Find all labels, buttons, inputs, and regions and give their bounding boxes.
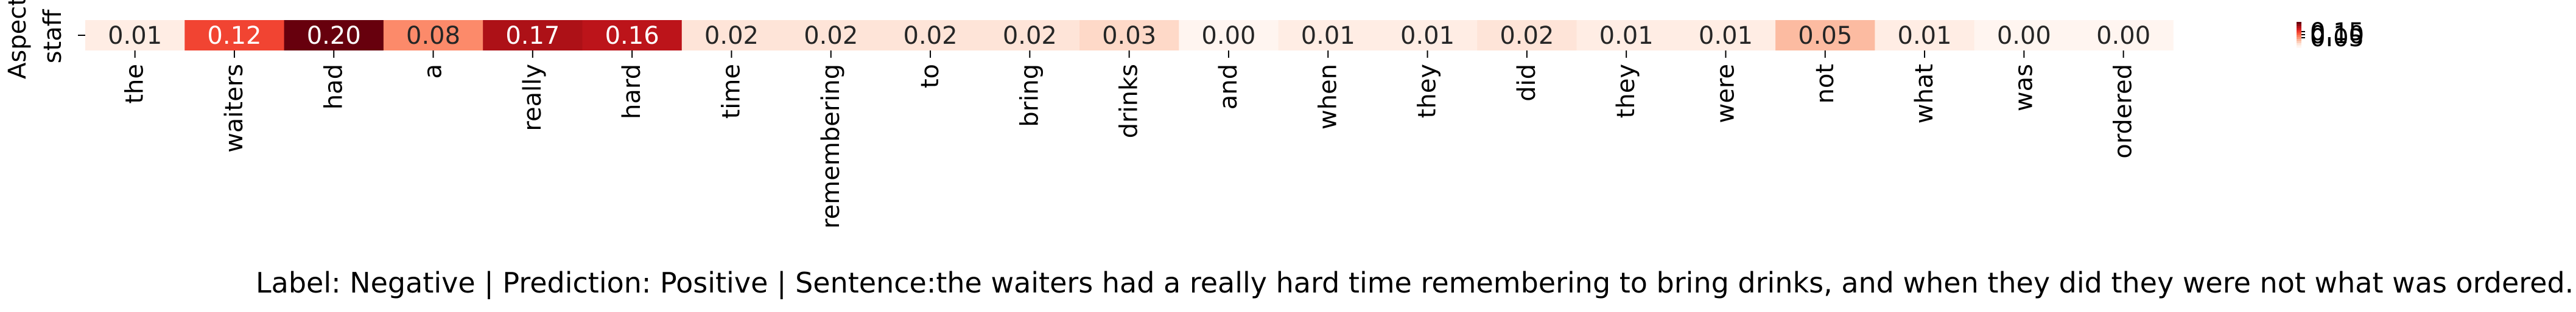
- x-tick-label: really: [519, 64, 547, 131]
- colorbar-segment: [2297, 30, 2301, 33]
- cell-value-label: 0.01: [108, 22, 162, 50]
- heatmap-cell: [383, 20, 483, 50]
- cell-value-label: 0.02: [804, 22, 858, 50]
- heatmap-cell: [483, 20, 583, 50]
- x-tick-label: remembering: [817, 64, 845, 229]
- heatmap-cell: [1576, 20, 1677, 50]
- heatmap-cell: [582, 20, 683, 50]
- heatmap-cell: [1676, 20, 1776, 50]
- heatmap-cell: [781, 20, 881, 50]
- colorbar-tick-label: 0.10: [2310, 21, 2364, 49]
- heatmap-cell: [1775, 20, 1875, 50]
- x-tick-label: was: [2010, 64, 2038, 111]
- x-tick-label: to: [916, 64, 944, 88]
- x-tick-label: the: [121, 64, 149, 104]
- colorbar-segment: [2297, 32, 2301, 35]
- heatmap-cell: [85, 20, 185, 50]
- colorbar-segment: [2297, 26, 2301, 29]
- cell-value-label: 0.00: [2096, 22, 2150, 50]
- cell-value-label: 0.01: [1400, 22, 1455, 50]
- colorbar-segment: [2297, 43, 2301, 46]
- heatmap-cell: [1477, 20, 1578, 50]
- cell-value-label: 0.16: [605, 22, 659, 50]
- heatmap-cell: [1974, 20, 2074, 50]
- heatmap-cell: [1377, 20, 1478, 50]
- cell-value-label: 0.01: [1599, 22, 1654, 50]
- x-tick-label: were: [1711, 64, 1739, 123]
- colorbar-segment: [2297, 39, 2301, 41]
- colorbar-segment: [2297, 24, 2301, 27]
- x-tick-label: time: [717, 64, 745, 119]
- heatmap-cell: [880, 20, 981, 50]
- colorbar-segment: [2297, 41, 2301, 44]
- cell-value-label: 0.12: [207, 22, 261, 50]
- x-tick-label: they: [1612, 64, 1640, 118]
- x-tick-label: hard: [618, 64, 646, 119]
- x-tick-label: not: [1811, 64, 1839, 104]
- heatmap-cell: [184, 20, 285, 50]
- x-tick-label: a: [419, 64, 447, 79]
- colorbar-tick-label: 0.05: [2310, 24, 2364, 52]
- cell-value-label: 0.02: [704, 22, 759, 50]
- x-tick-label: when: [1314, 64, 1342, 130]
- cell-value-label: 0.02: [1003, 22, 1057, 50]
- x-tick-label: drinks: [1115, 64, 1143, 138]
- colorbar-tick-label: 0.15: [2310, 18, 2364, 46]
- cell-value-label: 0.02: [1500, 22, 1554, 50]
- heatmap-cell: [681, 20, 782, 50]
- cell-value-label: 0.03: [1102, 22, 1156, 50]
- heatmap-cell: [2074, 20, 2174, 50]
- heatmap-cell: [284, 20, 384, 50]
- cell-value-label: 0.00: [1997, 22, 2051, 50]
- y-tick-label: staff: [39, 9, 67, 63]
- colorbar-segment: [2297, 28, 2301, 31]
- x-tick-label: and: [1215, 64, 1243, 109]
- x-tick-label: waiters: [220, 64, 248, 153]
- chart-caption: Label: Negative | Prediction: Positive |…: [256, 266, 2574, 299]
- cell-value-label: 0.01: [1898, 22, 1952, 50]
- cell-value-label: 0.01: [1301, 22, 1355, 50]
- cell-value-label: 0.01: [1699, 22, 1753, 50]
- x-tick-label: ordered: [2110, 64, 2138, 159]
- heatmap-cell: [1079, 20, 1179, 50]
- cell-value-label: 0.08: [406, 22, 460, 50]
- x-tick-label: had: [320, 64, 348, 109]
- colorbar-segment: [2297, 45, 2301, 48]
- cell-value-label: 0.02: [904, 22, 958, 50]
- x-tick-label: what: [1911, 64, 1939, 123]
- y-axis-label: Aspect: [4, 0, 32, 79]
- colorbar-segment: [2297, 35, 2301, 37]
- cell-value-label: 0.17: [505, 22, 560, 50]
- cell-value-label: 0.20: [307, 22, 361, 50]
- colorbar-segment: [2297, 36, 2301, 40]
- heatmap-cell: [1179, 20, 1279, 50]
- x-tick-label: did: [1513, 64, 1541, 102]
- heatmap-cell: [1875, 20, 1975, 50]
- heatmap-cell: [1278, 20, 1378, 50]
- heatmap-cell: [980, 20, 1080, 50]
- cell-value-label: 0.00: [1201, 22, 1255, 50]
- colorbar-segment: [2297, 22, 2301, 24]
- x-tick-label: bring: [1016, 64, 1044, 127]
- x-tick-label: they: [1414, 64, 1442, 118]
- cell-value-label: 0.05: [1798, 22, 1852, 50]
